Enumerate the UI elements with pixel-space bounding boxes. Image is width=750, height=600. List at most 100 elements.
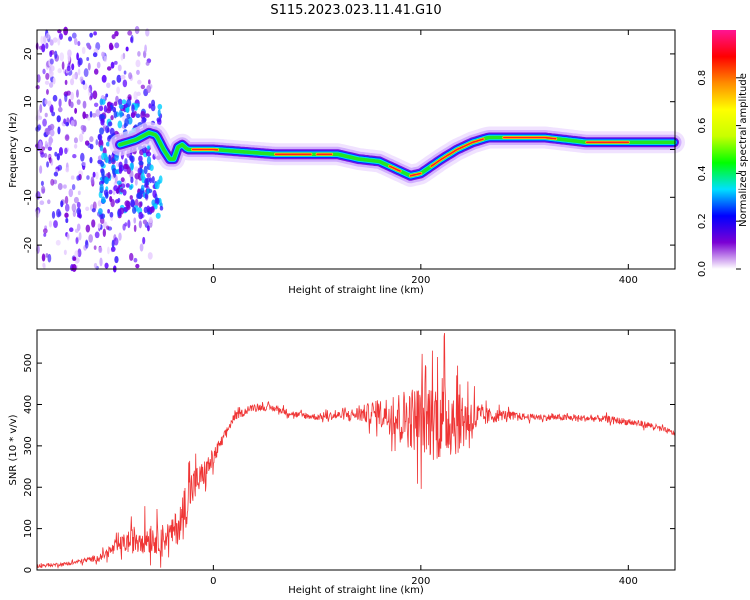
spectrogram-noise-point bbox=[153, 203, 158, 210]
spectrogram-noise-point bbox=[64, 203, 70, 212]
spectrogram-noise-point bbox=[98, 208, 103, 215]
spectrogram-noise-point bbox=[76, 175, 81, 181]
spectrogram-noise-point bbox=[96, 61, 101, 69]
spectrogram-noise-point bbox=[35, 191, 41, 200]
spectrogram-noise-point bbox=[106, 106, 112, 112]
spectrogram-noise-point bbox=[99, 257, 103, 267]
spectrogram-y-tick-label-3: 10 bbox=[23, 95, 34, 108]
snr-y-axis-label: SNR (10 * v/v) bbox=[8, 414, 19, 485]
colorbar-tick-label-3: 0.6 bbox=[697, 118, 708, 134]
spectrogram-y-tick-label-0: -20 bbox=[23, 237, 34, 253]
spectrogram-x-tick-label-2: 400 bbox=[619, 275, 638, 286]
spectrogram-noise-point bbox=[69, 227, 74, 233]
colorbar: 0.0 0.2 0.4 0.6 0.8 Normalized spectral ampl… bbox=[697, 30, 749, 277]
snr-plot-area bbox=[37, 330, 675, 570]
spectrogram-noise-point bbox=[138, 155, 143, 163]
spectrogram-noise-point bbox=[90, 176, 95, 185]
spectrogram-noise-point bbox=[58, 147, 64, 156]
spectrogram-noise-point bbox=[41, 43, 46, 53]
spectrogram-ridge-peak-core-5 bbox=[430, 138, 484, 167]
spectrogram-noise-point bbox=[100, 114, 106, 120]
spectrogram-noise-point bbox=[93, 245, 97, 250]
spectrogram-noise-point bbox=[41, 146, 46, 151]
spectrogram-noise-point bbox=[98, 246, 103, 254]
spectrogram-noise-point bbox=[71, 32, 77, 39]
spectrogram-noise-point bbox=[78, 232, 82, 241]
spectrogram-noise-point bbox=[145, 151, 152, 157]
spectrogram-noise-point bbox=[48, 157, 52, 164]
spectrogram-noise-point bbox=[151, 99, 156, 107]
spectrogram-noise-point bbox=[136, 69, 140, 75]
spectrogram-noise-point bbox=[67, 53, 71, 62]
spectrogram-noise-point bbox=[61, 61, 65, 70]
spectrogram-noise-point bbox=[83, 68, 89, 77]
spectrogram-noise-point bbox=[86, 43, 91, 49]
spectrogram-x-axis-label: Height of straight line (km) bbox=[288, 285, 424, 296]
spectrogram-noise-point bbox=[87, 116, 91, 121]
spectrogram-noise-point bbox=[114, 30, 119, 37]
spectrogram-noise-point bbox=[107, 209, 110, 214]
spectrogram-noise-point bbox=[77, 248, 82, 258]
spectrogram-noise-point bbox=[85, 206, 90, 212]
spectrogram-noise-point bbox=[47, 100, 52, 107]
spectrogram-noise-point bbox=[88, 234, 93, 243]
spectrogram-noise-point bbox=[114, 42, 120, 49]
spectrogram-noise-point bbox=[57, 36, 61, 46]
spectrogram-noise-point bbox=[125, 183, 130, 188]
spectrogram-noise-point bbox=[126, 166, 131, 175]
spectrogram-noise-point bbox=[92, 52, 98, 58]
snr-x-tick-label-2: 400 bbox=[619, 576, 638, 587]
spectrogram-noise-point bbox=[53, 171, 59, 177]
spectrogram-noise-point bbox=[45, 32, 50, 40]
spectrogram-noise-point bbox=[118, 232, 122, 241]
spectrogram-noise-point bbox=[133, 224, 137, 233]
spectrogram-noise-point bbox=[58, 33, 63, 40]
spectrogram-noise-point bbox=[35, 126, 41, 132]
spectrogram-noise-point bbox=[104, 176, 109, 185]
spectrogram-noise-point bbox=[95, 139, 99, 146]
spectrogram-noise-point bbox=[101, 173, 105, 180]
spectrogram-noise-point bbox=[101, 152, 106, 161]
spectrogram-noise-point bbox=[40, 180, 44, 186]
spectrogram-noise-point bbox=[73, 37, 78, 46]
spectrogram-noise-point bbox=[149, 177, 153, 184]
snr-frame bbox=[36, 329, 676, 571]
spectrogram-noise-point bbox=[49, 104, 54, 113]
spectrogram-noise-point bbox=[99, 183, 104, 192]
spectrogram-noise-point bbox=[127, 219, 131, 229]
spectrogram-noise-point bbox=[77, 68, 81, 76]
spectrogram-noise-point bbox=[121, 99, 127, 105]
spectrogram-noise-point bbox=[157, 109, 161, 117]
spectrogram-noise-point bbox=[130, 34, 134, 44]
spectrogram-noise-point bbox=[129, 195, 133, 200]
spectrogram-noise-point bbox=[45, 128, 51, 136]
spectrogram-noise-point bbox=[64, 212, 69, 218]
snr-x-tick-label-0: 0 bbox=[210, 576, 216, 587]
spectrogram-noise-point bbox=[126, 113, 131, 120]
spectrogram-noise-point bbox=[157, 103, 163, 110]
spectrogram-noise-point bbox=[135, 59, 141, 68]
spectrogram-noise-point bbox=[132, 206, 137, 214]
spectrogram-noise-point bbox=[114, 255, 119, 264]
spectrogram-noise-point bbox=[109, 44, 114, 50]
spectrogram-noise-point bbox=[100, 118, 105, 126]
spectrogram-noise-point bbox=[68, 188, 74, 198]
spectrogram-noise-point bbox=[100, 160, 105, 167]
spectrogram-noise-point bbox=[105, 141, 110, 147]
spectrogram-noise-point bbox=[45, 253, 49, 258]
spectrogram-noise-point bbox=[115, 95, 119, 103]
spectrogram-noise-point bbox=[48, 220, 53, 228]
spectrogram-noise-point bbox=[146, 156, 152, 165]
spectrogram-noise-point bbox=[39, 140, 42, 150]
spectrogram-noise-point bbox=[104, 262, 109, 269]
spectrogram-noise-point bbox=[123, 103, 128, 109]
spectrogram-y-tick-label-1: -10 bbox=[23, 189, 34, 205]
spectrogram-noise-point bbox=[51, 65, 55, 72]
spectrogram-noise-point bbox=[114, 169, 119, 175]
spectrogram-noise-point bbox=[92, 90, 98, 100]
spectrogram-noise-point bbox=[70, 101, 74, 109]
spectrogram-noise-point bbox=[57, 68, 62, 74]
spectrogram-noise-point bbox=[105, 93, 109, 98]
spectrogram-noise-point bbox=[47, 253, 52, 263]
spectrogram-noise-point bbox=[82, 125, 87, 133]
